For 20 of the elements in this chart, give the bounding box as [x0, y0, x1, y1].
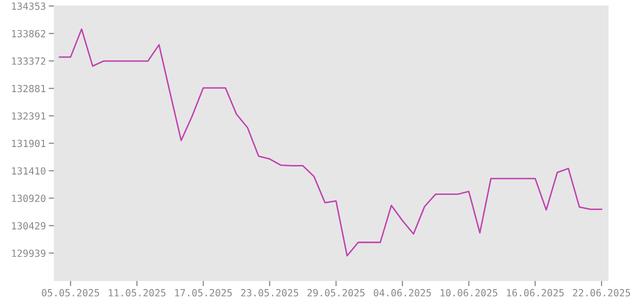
x-tick-label: 05.05.2025: [42, 289, 100, 296]
y-tick-label: 129939: [12, 250, 46, 257]
y-tick-label: 132391: [12, 112, 46, 120]
y-tick-label: 131410: [12, 167, 46, 175]
y-tick-label: 134353: [12, 2, 46, 10]
x-tick-label: 16.06.2025: [507, 289, 564, 296]
x-tick-label: 04.06.2025: [374, 289, 431, 296]
y-tick-label: 133372: [12, 57, 46, 65]
x-tick-label: 17.05.2025: [175, 289, 232, 296]
x-tick-label: 23.05.2025: [241, 289, 298, 296]
y-tick-label: 132881: [12, 84, 46, 92]
x-tick-label: 29.05.2025: [307, 289, 365, 296]
y-tick-label: 130920: [12, 194, 46, 202]
x-tick-label: 11.05.2025: [108, 289, 166, 296]
y-tick-label: 133862: [12, 30, 46, 38]
x-tick-label: 10.06.2025: [440, 289, 498, 296]
x-tick-label: 22.06.2025: [573, 289, 630, 296]
y-tick-label: 131901: [12, 140, 46, 148]
y-tick-label: 130429: [12, 222, 46, 230]
line-series: [58, 28, 602, 257]
